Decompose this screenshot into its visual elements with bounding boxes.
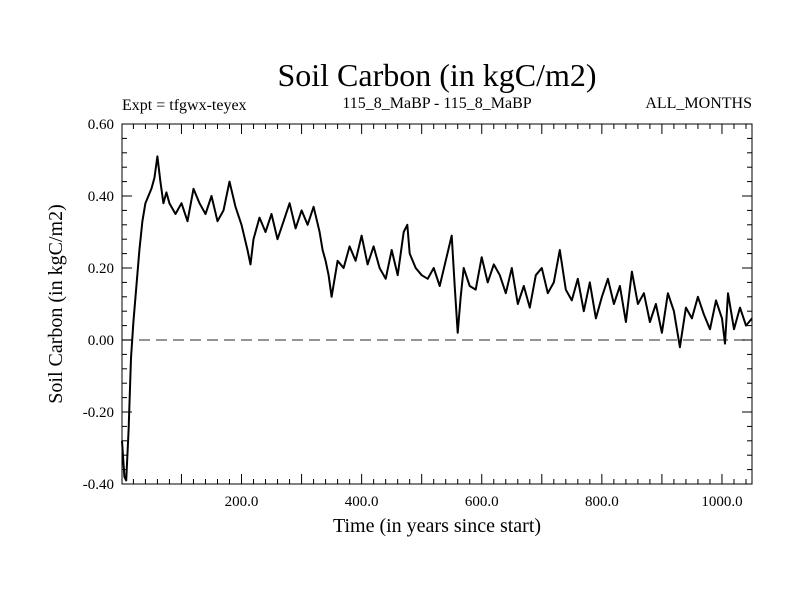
- x-tick-label: 800.0: [585, 494, 619, 510]
- chart-title: Soil Carbon (in kgC/m2): [277, 57, 596, 93]
- y-tick-label: -0.40: [83, 477, 114, 493]
- months-label: ALL_MONTHS: [645, 95, 752, 112]
- y-tick-label: 0.40: [88, 189, 114, 205]
- x-tick-label: 200.0: [225, 494, 259, 510]
- series-line: [121, 155, 753, 482]
- tick-labels: 200.0 400.0 600.0 800.0 1000.0 0.60 0.40 0.20 0.…: [83, 117, 743, 510]
- y-tick-label: 0.00: [88, 333, 114, 349]
- experiment-label: Expt = tfgwx-teyex: [122, 97, 247, 114]
- y-axis-label: Soil Carbon (in kgC/m2): [45, 204, 67, 403]
- y-tick-label: -0.20: [83, 405, 114, 421]
- period-label: 115_8_MaBP - 115_8_MaBP: [342, 95, 531, 112]
- y-tick-label: 0.60: [88, 117, 114, 133]
- x-axis-label: Time (in years since start): [333, 515, 541, 537]
- x-tick-label: 1000.0: [701, 494, 742, 510]
- x-tick-label: 400.0: [345, 494, 379, 510]
- plot-frame: [121, 123, 753, 485]
- axis-ticks: [122, 123, 752, 485]
- y-tick-label: 0.20: [88, 261, 114, 277]
- x-tick-label: 600.0: [465, 494, 499, 510]
